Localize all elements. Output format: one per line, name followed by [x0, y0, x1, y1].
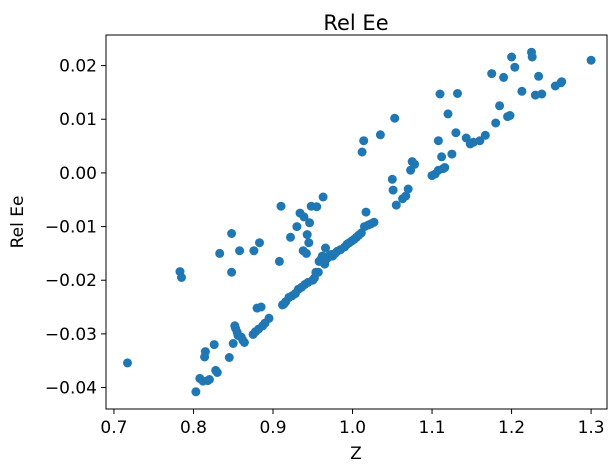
- plot-area-frame: [105, 34, 608, 410]
- scatter-point: [227, 267, 237, 277]
- x-tick-label: 0.8: [180, 418, 207, 438]
- scatter-point: [224, 353, 234, 362]
- scatter-point: [390, 113, 400, 123]
- scatter-point: [302, 230, 312, 240]
- scatter-point: [191, 387, 201, 397]
- scatter-point: [255, 238, 264, 248]
- scatter-point: [403, 184, 413, 194]
- scatter-point: [209, 340, 219, 350]
- scatter-point: [388, 185, 398, 195]
- scatter-point: [312, 202, 322, 212]
- scatter-point: [361, 207, 371, 217]
- scatter-point: [235, 246, 245, 256]
- scatter-point: [451, 128, 461, 138]
- scatter-point: [437, 152, 447, 162]
- scatter-point: [557, 77, 567, 87]
- scatter-point: [401, 191, 411, 201]
- scatter-point: [228, 339, 238, 348]
- scatter-point: [123, 358, 132, 368]
- scatter-point: [299, 212, 309, 222]
- scatter-point: [256, 302, 266, 312]
- y-tick-label: −0.03: [45, 325, 97, 345]
- scatter-point: [534, 71, 544, 81]
- x-tick-label: 0.9: [259, 418, 286, 438]
- scatter-point: [410, 159, 420, 169]
- x-axis-label: Z: [350, 444, 362, 464]
- scatter-point: [227, 229, 237, 238]
- y-tick-label: 0.01: [59, 110, 97, 130]
- scatter-point: [586, 55, 596, 65]
- scatter-point: [487, 69, 497, 79]
- x-tick-label: 1.3: [578, 418, 605, 438]
- y-tick-label: −0.02: [45, 271, 97, 291]
- scatter-point: [292, 222, 302, 232]
- scatter-point: [443, 109, 453, 119]
- scatter-point: [305, 218, 315, 228]
- scatter-point: [318, 192, 328, 202]
- scatter-point: [435, 89, 445, 99]
- scatter-point: [495, 101, 505, 111]
- scatter-point: [475, 136, 485, 146]
- x-axis-ticks: 0.7 0.8 0.9 1.0 1.1 1.2 1.3: [100, 409, 605, 438]
- x-tick-label: 1.1: [419, 418, 446, 438]
- x-tick-label: 1.2: [498, 418, 525, 438]
- y-tick-label: −0.01: [45, 218, 97, 238]
- data-points: [123, 47, 596, 397]
- scatter-point: [276, 201, 286, 211]
- scatter-point: [527, 52, 537, 62]
- scatter-point: [286, 232, 295, 242]
- scatter-point: [264, 313, 274, 323]
- scatter-point: [301, 248, 311, 258]
- scatter-point: [391, 200, 401, 210]
- x-tick-label: 0.7: [100, 418, 127, 438]
- scatter-point: [387, 174, 397, 184]
- y-tick-label: 0.00: [59, 164, 97, 184]
- scatter-point: [321, 243, 330, 253]
- scatter-point: [204, 375, 214, 384]
- scatter-point: [433, 136, 443, 146]
- scatter-point: [357, 147, 367, 157]
- scatter-point: [177, 273, 186, 282]
- scatter-point: [215, 248, 225, 258]
- scatter-point: [440, 163, 450, 172]
- scatter-point: [212, 368, 222, 377]
- scatter-point: [369, 217, 379, 227]
- scatter-point: [359, 136, 369, 146]
- y-axis-label: Rel Ee: [8, 196, 28, 249]
- scatter-point: [313, 267, 323, 277]
- scatter-point: [200, 347, 210, 357]
- scatter-point: [447, 149, 457, 159]
- y-axis-ticks: −0.04 −0.03 −0.02 −0.01 0.00 0.01 0.02: [45, 57, 106, 399]
- scatter-point: [249, 246, 259, 256]
- scatter-point: [274, 256, 284, 266]
- scatter-point: [517, 86, 527, 96]
- y-tick-label: 0.02: [59, 57, 97, 77]
- x-tick-label: 1.0: [339, 418, 366, 438]
- scatter-point: [239, 338, 249, 347]
- scatter-point: [304, 238, 314, 248]
- scatter-point: [453, 89, 462, 98]
- scatter-point: [480, 130, 490, 140]
- scatter-point: [510, 62, 520, 72]
- scatter-point: [491, 118, 501, 128]
- scatter-point: [507, 52, 517, 62]
- scatter-point: [537, 89, 547, 99]
- chart-title: Rel Ee: [323, 11, 388, 35]
- scatter-point: [499, 72, 509, 82]
- y-tick-label: −0.04: [45, 379, 97, 399]
- scatter-point: [505, 111, 515, 120]
- scatter-point: [375, 130, 385, 140]
